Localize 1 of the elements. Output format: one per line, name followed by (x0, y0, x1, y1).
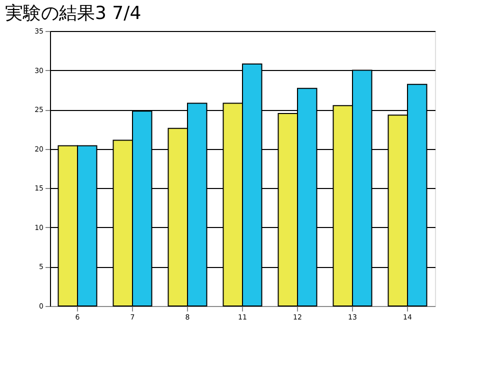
chart-title: 実験の結果3 7/4 (5, 3, 142, 24)
